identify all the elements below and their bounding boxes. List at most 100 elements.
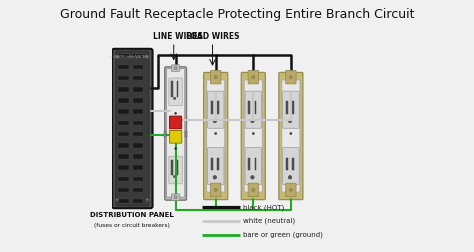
FancyBboxPatch shape: [171, 65, 180, 71]
Circle shape: [214, 76, 217, 79]
Circle shape: [146, 198, 149, 202]
Circle shape: [173, 175, 176, 178]
Bar: [118, 143, 128, 147]
FancyBboxPatch shape: [170, 116, 182, 129]
Bar: [118, 76, 128, 80]
FancyBboxPatch shape: [171, 194, 180, 200]
Bar: [118, 121, 128, 125]
Bar: [118, 132, 128, 136]
Circle shape: [252, 76, 255, 79]
Text: (fuses or circuit breakers): (fuses or circuit breakers): [94, 223, 170, 228]
Bar: [217, 158, 219, 170]
Bar: [133, 121, 143, 125]
FancyBboxPatch shape: [244, 80, 263, 192]
Bar: [118, 154, 128, 159]
Text: LOAD WIRES: LOAD WIRES: [186, 32, 239, 41]
FancyBboxPatch shape: [283, 91, 299, 128]
Circle shape: [251, 119, 254, 123]
Bar: [185, 131, 187, 137]
Text: bare or green (ground): bare or green (ground): [243, 232, 322, 238]
Bar: [133, 188, 143, 192]
Circle shape: [214, 188, 217, 192]
Circle shape: [290, 133, 292, 135]
Circle shape: [116, 198, 119, 202]
FancyBboxPatch shape: [241, 72, 265, 200]
FancyBboxPatch shape: [169, 78, 182, 106]
Circle shape: [251, 175, 254, 179]
FancyBboxPatch shape: [245, 148, 262, 185]
Bar: [133, 165, 143, 170]
Bar: [292, 101, 294, 114]
Bar: [286, 101, 288, 114]
FancyBboxPatch shape: [248, 183, 258, 197]
Bar: [118, 87, 128, 92]
FancyBboxPatch shape: [210, 183, 221, 197]
FancyBboxPatch shape: [164, 67, 186, 200]
Bar: [133, 132, 143, 136]
Circle shape: [116, 55, 119, 59]
FancyBboxPatch shape: [245, 91, 262, 128]
Bar: [133, 76, 143, 80]
Bar: [248, 101, 250, 114]
Bar: [286, 158, 288, 170]
Bar: [118, 188, 128, 192]
FancyBboxPatch shape: [279, 72, 303, 200]
Circle shape: [174, 148, 176, 149]
Text: LINE WIRES: LINE WIRES: [153, 32, 203, 41]
Bar: [118, 65, 128, 69]
Circle shape: [213, 119, 217, 123]
Bar: [118, 109, 128, 114]
Bar: [118, 177, 128, 181]
Bar: [255, 158, 256, 170]
Circle shape: [146, 55, 149, 59]
Bar: [118, 165, 128, 170]
Bar: [248, 158, 250, 170]
FancyBboxPatch shape: [169, 156, 182, 184]
Circle shape: [215, 133, 217, 135]
FancyBboxPatch shape: [166, 69, 185, 197]
Bar: [118, 98, 128, 103]
Bar: [292, 158, 294, 170]
FancyBboxPatch shape: [210, 70, 221, 84]
Bar: [118, 199, 128, 203]
Bar: [133, 154, 143, 159]
Bar: [133, 98, 143, 103]
FancyBboxPatch shape: [170, 131, 182, 143]
Bar: [133, 87, 143, 92]
Bar: [133, 65, 143, 69]
Text: © 2009 InterNACHI: © 2009 InterNACHI: [109, 55, 147, 58]
FancyBboxPatch shape: [204, 72, 228, 200]
FancyBboxPatch shape: [208, 91, 224, 128]
FancyBboxPatch shape: [112, 49, 153, 208]
Bar: [255, 101, 256, 114]
FancyBboxPatch shape: [208, 148, 224, 185]
FancyBboxPatch shape: [286, 183, 296, 197]
Circle shape: [252, 188, 255, 192]
Bar: [133, 177, 143, 181]
Circle shape: [290, 188, 292, 192]
FancyBboxPatch shape: [283, 148, 299, 185]
FancyBboxPatch shape: [116, 51, 149, 206]
Bar: [133, 54, 143, 58]
Bar: [176, 160, 178, 175]
Bar: [172, 81, 173, 97]
Circle shape: [290, 76, 292, 79]
Text: Ground Fault Receptacle Protecting Entire Branch Circuit: Ground Fault Receptacle Protecting Entir…: [60, 8, 414, 21]
FancyBboxPatch shape: [207, 80, 225, 192]
Bar: [172, 160, 173, 175]
FancyBboxPatch shape: [282, 80, 300, 192]
Bar: [164, 131, 166, 137]
Bar: [210, 101, 212, 114]
Text: white (neutral): white (neutral): [243, 218, 295, 225]
Text: DISTRIBUTION PANEL: DISTRIBUTION PANEL: [91, 212, 174, 218]
FancyBboxPatch shape: [286, 70, 296, 84]
Bar: [118, 54, 128, 58]
Circle shape: [288, 175, 292, 179]
Circle shape: [174, 112, 176, 114]
Bar: [133, 199, 143, 203]
Circle shape: [173, 97, 176, 100]
Text: black (HOT): black (HOT): [243, 204, 284, 211]
Bar: [217, 101, 219, 114]
FancyBboxPatch shape: [248, 70, 258, 84]
Circle shape: [252, 133, 255, 135]
